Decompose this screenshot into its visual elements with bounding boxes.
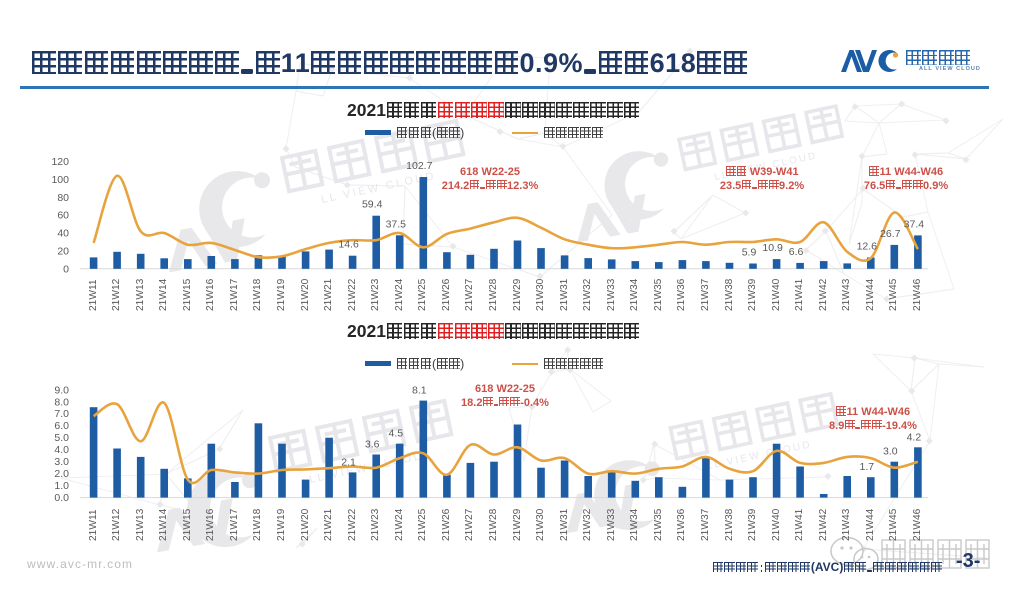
- svg-text:5.9: 5.9: [742, 247, 757, 259]
- svg-text:5.0: 5.0: [54, 432, 69, 444]
- svg-text:120: 120: [51, 156, 69, 168]
- svg-text:102.7: 102.7: [406, 160, 432, 172]
- svg-text:26.7: 26.7: [880, 228, 901, 240]
- svg-text:6.0: 6.0: [54, 420, 69, 432]
- svg-text:8.1: 8.1: [412, 385, 427, 397]
- svg-text:10.9: 10.9: [762, 242, 783, 254]
- svg-text:0: 0: [63, 263, 69, 275]
- svg-text:8.0: 8.0: [54, 396, 69, 408]
- svg-text:40: 40: [57, 228, 69, 240]
- svg-text:3.0: 3.0: [883, 446, 898, 458]
- svg-text:1.7: 1.7: [859, 461, 874, 473]
- svg-text:4.0: 4.0: [54, 444, 69, 456]
- svg-text:20: 20: [57, 245, 69, 257]
- svg-text:14.6: 14.6: [338, 239, 359, 251]
- svg-text:12.6: 12.6: [857, 241, 878, 253]
- svg-text:2.1: 2.1: [341, 456, 356, 468]
- svg-text:60: 60: [57, 210, 69, 222]
- svg-text:3.6: 3.6: [365, 439, 380, 451]
- svg-text:9.0: 9.0: [54, 384, 69, 396]
- svg-text:59.4: 59.4: [362, 199, 383, 211]
- svg-text:80: 80: [57, 192, 69, 204]
- svg-text:100: 100: [51, 174, 69, 186]
- svg-text:37.4: 37.4: [904, 218, 925, 230]
- svg-text:37.5: 37.5: [386, 218, 407, 230]
- svg-text:6.6: 6.6: [789, 246, 804, 258]
- svg-text:2.0: 2.0: [54, 468, 69, 480]
- svg-text:7.0: 7.0: [54, 408, 69, 420]
- svg-text:0.0: 0.0: [54, 492, 69, 504]
- svg-text:1.0: 1.0: [54, 480, 69, 492]
- svg-text:3.0: 3.0: [54, 456, 69, 468]
- svg-text:4.2: 4.2: [907, 431, 922, 443]
- svg-text:4.5: 4.5: [388, 428, 403, 440]
